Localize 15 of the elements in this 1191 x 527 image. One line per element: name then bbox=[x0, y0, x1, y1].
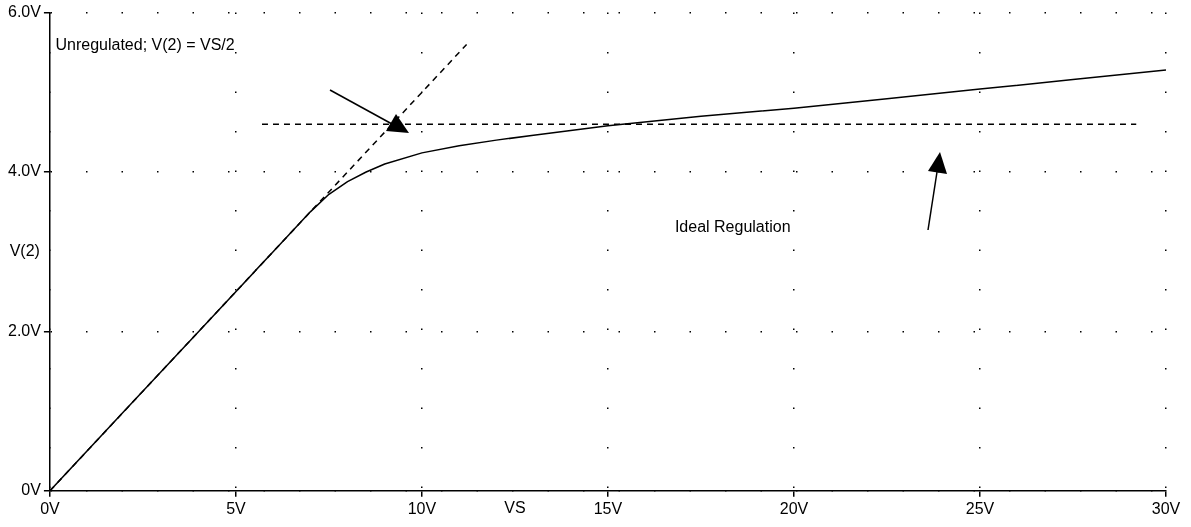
x-tick-label: 5V bbox=[226, 499, 247, 517]
x-tick-label: 10V bbox=[407, 499, 437, 517]
y-tick-label: 4.0V bbox=[7, 162, 42, 180]
x-axis-title: VS bbox=[504, 499, 526, 517]
x-tick-label: 20V bbox=[779, 499, 809, 517]
x-tick-label: 15V bbox=[593, 499, 623, 517]
x-tick-label: 25V bbox=[965, 499, 995, 517]
y-axis-title: V(2) bbox=[9, 242, 40, 260]
y-tick-label: 2.0V bbox=[7, 321, 42, 339]
x-tick-label: 30V bbox=[1151, 499, 1181, 517]
y-tick-label: 6.0V bbox=[7, 3, 42, 21]
x-tick-label: 0V bbox=[40, 499, 61, 517]
annotation: Ideal Regulation bbox=[674, 218, 791, 236]
y-tick-label: 0V bbox=[21, 481, 42, 499]
annotation: Unregulated; V(2) = VS/2 bbox=[55, 36, 235, 54]
